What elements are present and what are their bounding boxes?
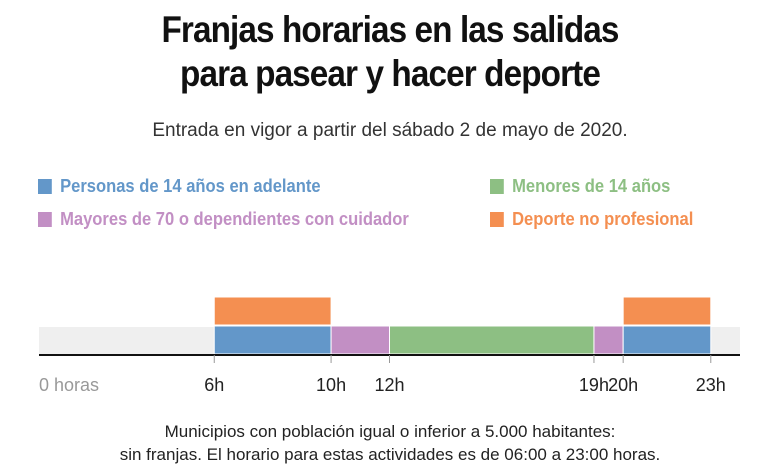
bar-segment xyxy=(389,325,595,355)
bar-segment xyxy=(622,325,712,355)
tick-label: 6h xyxy=(204,375,224,395)
tick-label: 19h xyxy=(579,375,609,395)
tick-label: 20h xyxy=(608,375,638,395)
footnote: Municipios con población igual o inferio… xyxy=(0,420,780,466)
tick-label: 23h xyxy=(696,375,726,395)
timeline-chart: 0 horas 6h 10h 12h 19h 20h 23h xyxy=(39,296,740,395)
bar-segment xyxy=(213,296,332,326)
legend-item: Personas de 14 años en adelante xyxy=(38,176,321,197)
bar-segment xyxy=(593,325,624,355)
legend-label: Personas de 14 años en adelante xyxy=(60,176,321,196)
legend-swatch xyxy=(490,212,504,227)
tick-label: 0 horas xyxy=(39,375,99,395)
legend-item: Deporte no profesional xyxy=(490,209,693,230)
chart-title: Franjas horarias en las salidas para pase… xyxy=(39,8,741,96)
tick-label: 12h xyxy=(374,375,404,395)
title-line-2: para pasear y hacer deporte xyxy=(180,53,601,94)
bar-segment xyxy=(330,325,391,355)
title-line-1: Franjas horarias en las salidas xyxy=(161,9,619,50)
tick-label: 10h xyxy=(316,375,346,395)
footnote-line-2: sin franjas. El horario para estas activ… xyxy=(119,445,661,464)
footnote-line-1: Municipios con población igual o inferio… xyxy=(164,422,616,441)
legend-label: Menores de 14 años xyxy=(512,176,671,196)
legend-swatch xyxy=(38,179,52,194)
legend-label: Deporte no profesional xyxy=(512,209,694,229)
legend-label: Mayores de 70 o dependientes con cuidado… xyxy=(60,209,409,229)
legend-item: Menores de 14 años xyxy=(490,176,670,197)
legend-swatch xyxy=(38,212,52,227)
bar-segment xyxy=(622,296,712,326)
legend-item: Mayores de 70 o dependientes con cuidado… xyxy=(38,209,409,230)
legend-swatch xyxy=(490,179,504,194)
bar-segment xyxy=(213,325,332,355)
subtitle: Entrada en vigor a partir del sábado 2 d… xyxy=(152,120,628,141)
